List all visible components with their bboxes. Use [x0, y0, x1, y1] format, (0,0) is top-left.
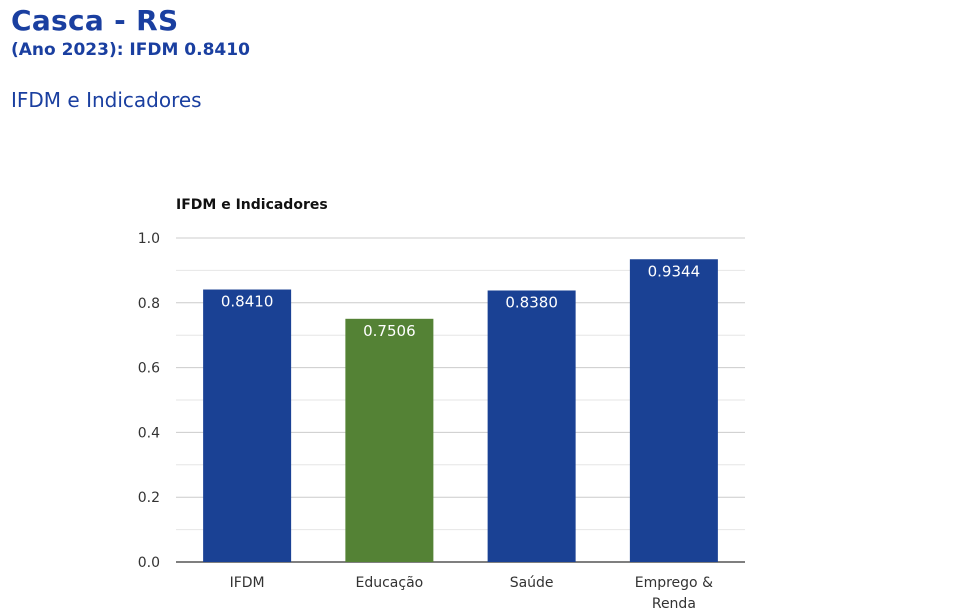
bar [487, 290, 576, 562]
bar [345, 318, 434, 562]
x-tick-label: Saúde [510, 575, 554, 591]
data-label: 0.9344 [648, 262, 701, 280]
bars-layer [203, 259, 718, 562]
page-subtitle: (Ano 2023): IFDM 0.8410 [11, 40, 250, 60]
data-label: 0.8410 [221, 293, 274, 311]
labels-layer: 0.0 0.2 0.4 0.6 0.8 1.0 0.8410 IFDM 0.7506 Educaç… [138, 231, 713, 612]
y-tick-label: 0.2 [138, 490, 160, 506]
x-tick-label: Emprego & [635, 575, 713, 591]
x-tick-label: IFDM [230, 575, 265, 591]
bar [203, 289, 292, 562]
y-tick-label: 0.0 [138, 555, 160, 571]
y-tick-label: 0.8 [138, 296, 160, 312]
x-tick-label: Renda [652, 596, 696, 612]
y-tick-label: 0.4 [138, 425, 160, 441]
chart-title: IFDM e Indicadores [176, 197, 328, 213]
page-title: Casca - RS [11, 4, 179, 37]
section-title: IFDM e Indicadores [11, 88, 202, 112]
data-label: 0.7506 [363, 322, 416, 340]
data-label: 0.8380 [505, 293, 558, 311]
y-tick-label: 0.6 [138, 361, 160, 377]
bar [629, 259, 718, 562]
y-tick-label: 1.0 [138, 231, 160, 247]
x-tick-label: Educação [356, 575, 424, 591]
